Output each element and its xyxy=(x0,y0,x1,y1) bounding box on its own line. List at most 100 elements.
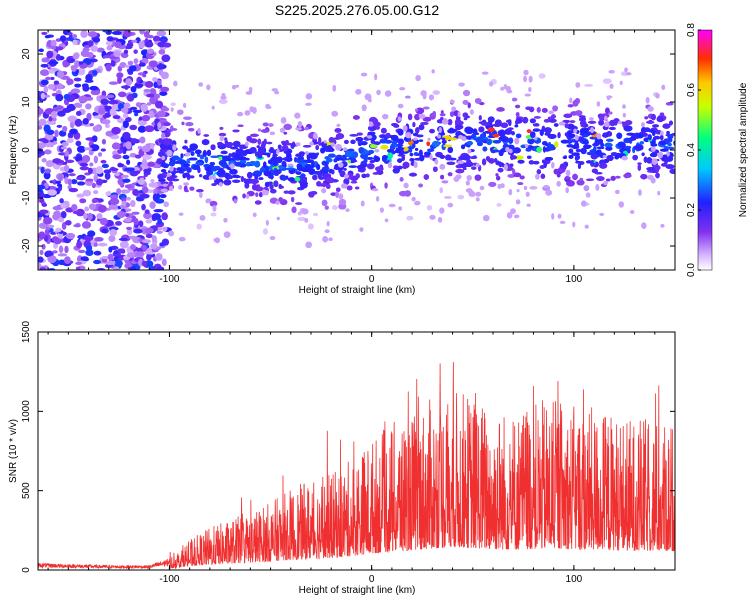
spectrogram-cell xyxy=(646,120,655,124)
spectrogram-cell xyxy=(303,176,308,181)
spectrogram-cell xyxy=(168,230,175,237)
spectrogram-cell xyxy=(249,106,255,113)
spectrogram-cell xyxy=(439,154,446,159)
spectrogram-cell xyxy=(528,87,532,92)
spectrogram-cell xyxy=(562,156,566,159)
snr-x-label: Height of straight line (km) xyxy=(299,585,416,596)
spectrogram-cell xyxy=(87,31,98,38)
spectrogram-cell xyxy=(655,93,660,99)
spectrogram-cell xyxy=(137,125,147,133)
spectrogram-cell xyxy=(575,148,582,153)
spectrogram-cell xyxy=(206,149,212,157)
spectrogram-cell xyxy=(155,253,163,261)
spectrogram-cell xyxy=(41,203,48,207)
spectrogram-cell xyxy=(209,200,218,207)
spectrogram-cell xyxy=(41,158,47,163)
spectrogram-cell xyxy=(498,129,506,137)
spectrogram-cell xyxy=(275,200,280,205)
spectrogram-cell xyxy=(60,210,67,219)
spectrogram-cell xyxy=(278,197,284,203)
spectrogram-cell xyxy=(199,174,203,178)
spectrogram-x-tick-label: 0 xyxy=(369,274,375,285)
spectrogram-cell xyxy=(89,162,94,167)
spectrogram-cell xyxy=(72,53,79,60)
spectrogram-cell xyxy=(74,102,82,108)
spectrogram-cell xyxy=(497,167,504,173)
spectrogram-cell xyxy=(529,131,536,138)
spectrogram-cell xyxy=(639,141,644,145)
spectrogram-cell xyxy=(260,129,270,133)
spectrogram-cell xyxy=(111,30,122,35)
spectrogram-cell xyxy=(148,60,159,68)
spectrogram-cell xyxy=(441,140,447,144)
spectrogram-cell xyxy=(427,137,431,141)
spectrogram-cell xyxy=(343,174,350,179)
spectrogram-cell xyxy=(336,187,341,192)
spectrogram-cell xyxy=(647,134,652,141)
spectrogram-cell xyxy=(62,61,69,68)
spectrogram-cell xyxy=(579,177,584,181)
spectrogram-cell xyxy=(254,200,262,205)
spectrogram-cell xyxy=(657,190,661,196)
spectrogram-cell xyxy=(553,123,559,127)
spectrogram-cell xyxy=(223,231,231,239)
spectrogram-cell xyxy=(661,84,666,91)
spectrogram-cell xyxy=(418,124,425,131)
spectrogram-cell xyxy=(127,70,134,75)
spectrogram-cell xyxy=(529,118,536,124)
spectrogram-cell xyxy=(245,193,250,199)
spectrogram-cell xyxy=(276,216,280,221)
spectrogram-cell xyxy=(168,181,173,185)
spectrogram-cell xyxy=(596,133,602,140)
spectrogram-cell xyxy=(75,140,82,147)
spectrogram-cell xyxy=(495,119,502,126)
spectrogram-cell xyxy=(161,155,166,161)
spectrogram-cell xyxy=(457,194,465,200)
spectrogram-cell xyxy=(122,120,129,129)
spectrogram-cell xyxy=(419,154,425,162)
spectrogram-cell xyxy=(621,155,628,161)
spectrogram-cell xyxy=(50,111,58,119)
spectrogram-cell xyxy=(257,138,262,145)
spectrogram-cell xyxy=(414,147,419,151)
spectrogram-cell xyxy=(109,108,117,116)
spectrogram-cell xyxy=(415,127,420,134)
spectrogram-cell xyxy=(605,107,610,114)
colorbar-tick-label: 0.8 xyxy=(686,23,697,37)
colorbar-ticks: 0.0 0.2 0.4 0.6 0.8 xyxy=(686,23,701,277)
spectrogram-cell xyxy=(447,128,456,134)
spectrogram-cell xyxy=(219,126,224,130)
spectrogram-cell xyxy=(211,105,215,110)
spectrogram-x-label: Height of straight line (km) xyxy=(299,285,416,296)
spectrogram-cell xyxy=(41,58,50,63)
spectrogram-cell xyxy=(529,185,538,190)
spectrogram-cell xyxy=(637,162,642,165)
spectrogram-cell xyxy=(348,165,358,169)
spectrogram-cell xyxy=(625,72,632,76)
colorbar-tick-label: 0.2 xyxy=(686,203,697,217)
spectrogram-cell xyxy=(53,210,61,218)
spectrogram-cell xyxy=(130,85,137,93)
spectrogram-cell xyxy=(553,168,559,175)
spectrogram-cell xyxy=(440,174,444,180)
spectrogram-cell xyxy=(58,173,64,182)
spectrogram-cell xyxy=(141,260,147,267)
spectrogram-cell xyxy=(623,125,633,132)
spectrogram-cell xyxy=(355,88,362,95)
spectrogram-cell xyxy=(596,101,601,107)
spectrogram-cell xyxy=(157,110,166,118)
spectrogram-cell xyxy=(345,208,350,212)
spectrogram-cell xyxy=(44,35,51,39)
spectrogram-cell xyxy=(500,86,505,91)
spectrogram-cell xyxy=(199,154,205,160)
spectrogram-cell xyxy=(464,115,470,119)
spectrogram-cell xyxy=(447,202,454,208)
spectrogram-cell xyxy=(52,205,62,211)
spectrogram-cell xyxy=(206,84,211,91)
spectrogram-cell xyxy=(87,230,96,237)
spectrogram-cell xyxy=(139,136,146,144)
spectrogram-cell xyxy=(271,155,278,163)
spectrogram-cell xyxy=(496,175,501,181)
spectrogram-cell xyxy=(218,156,223,160)
